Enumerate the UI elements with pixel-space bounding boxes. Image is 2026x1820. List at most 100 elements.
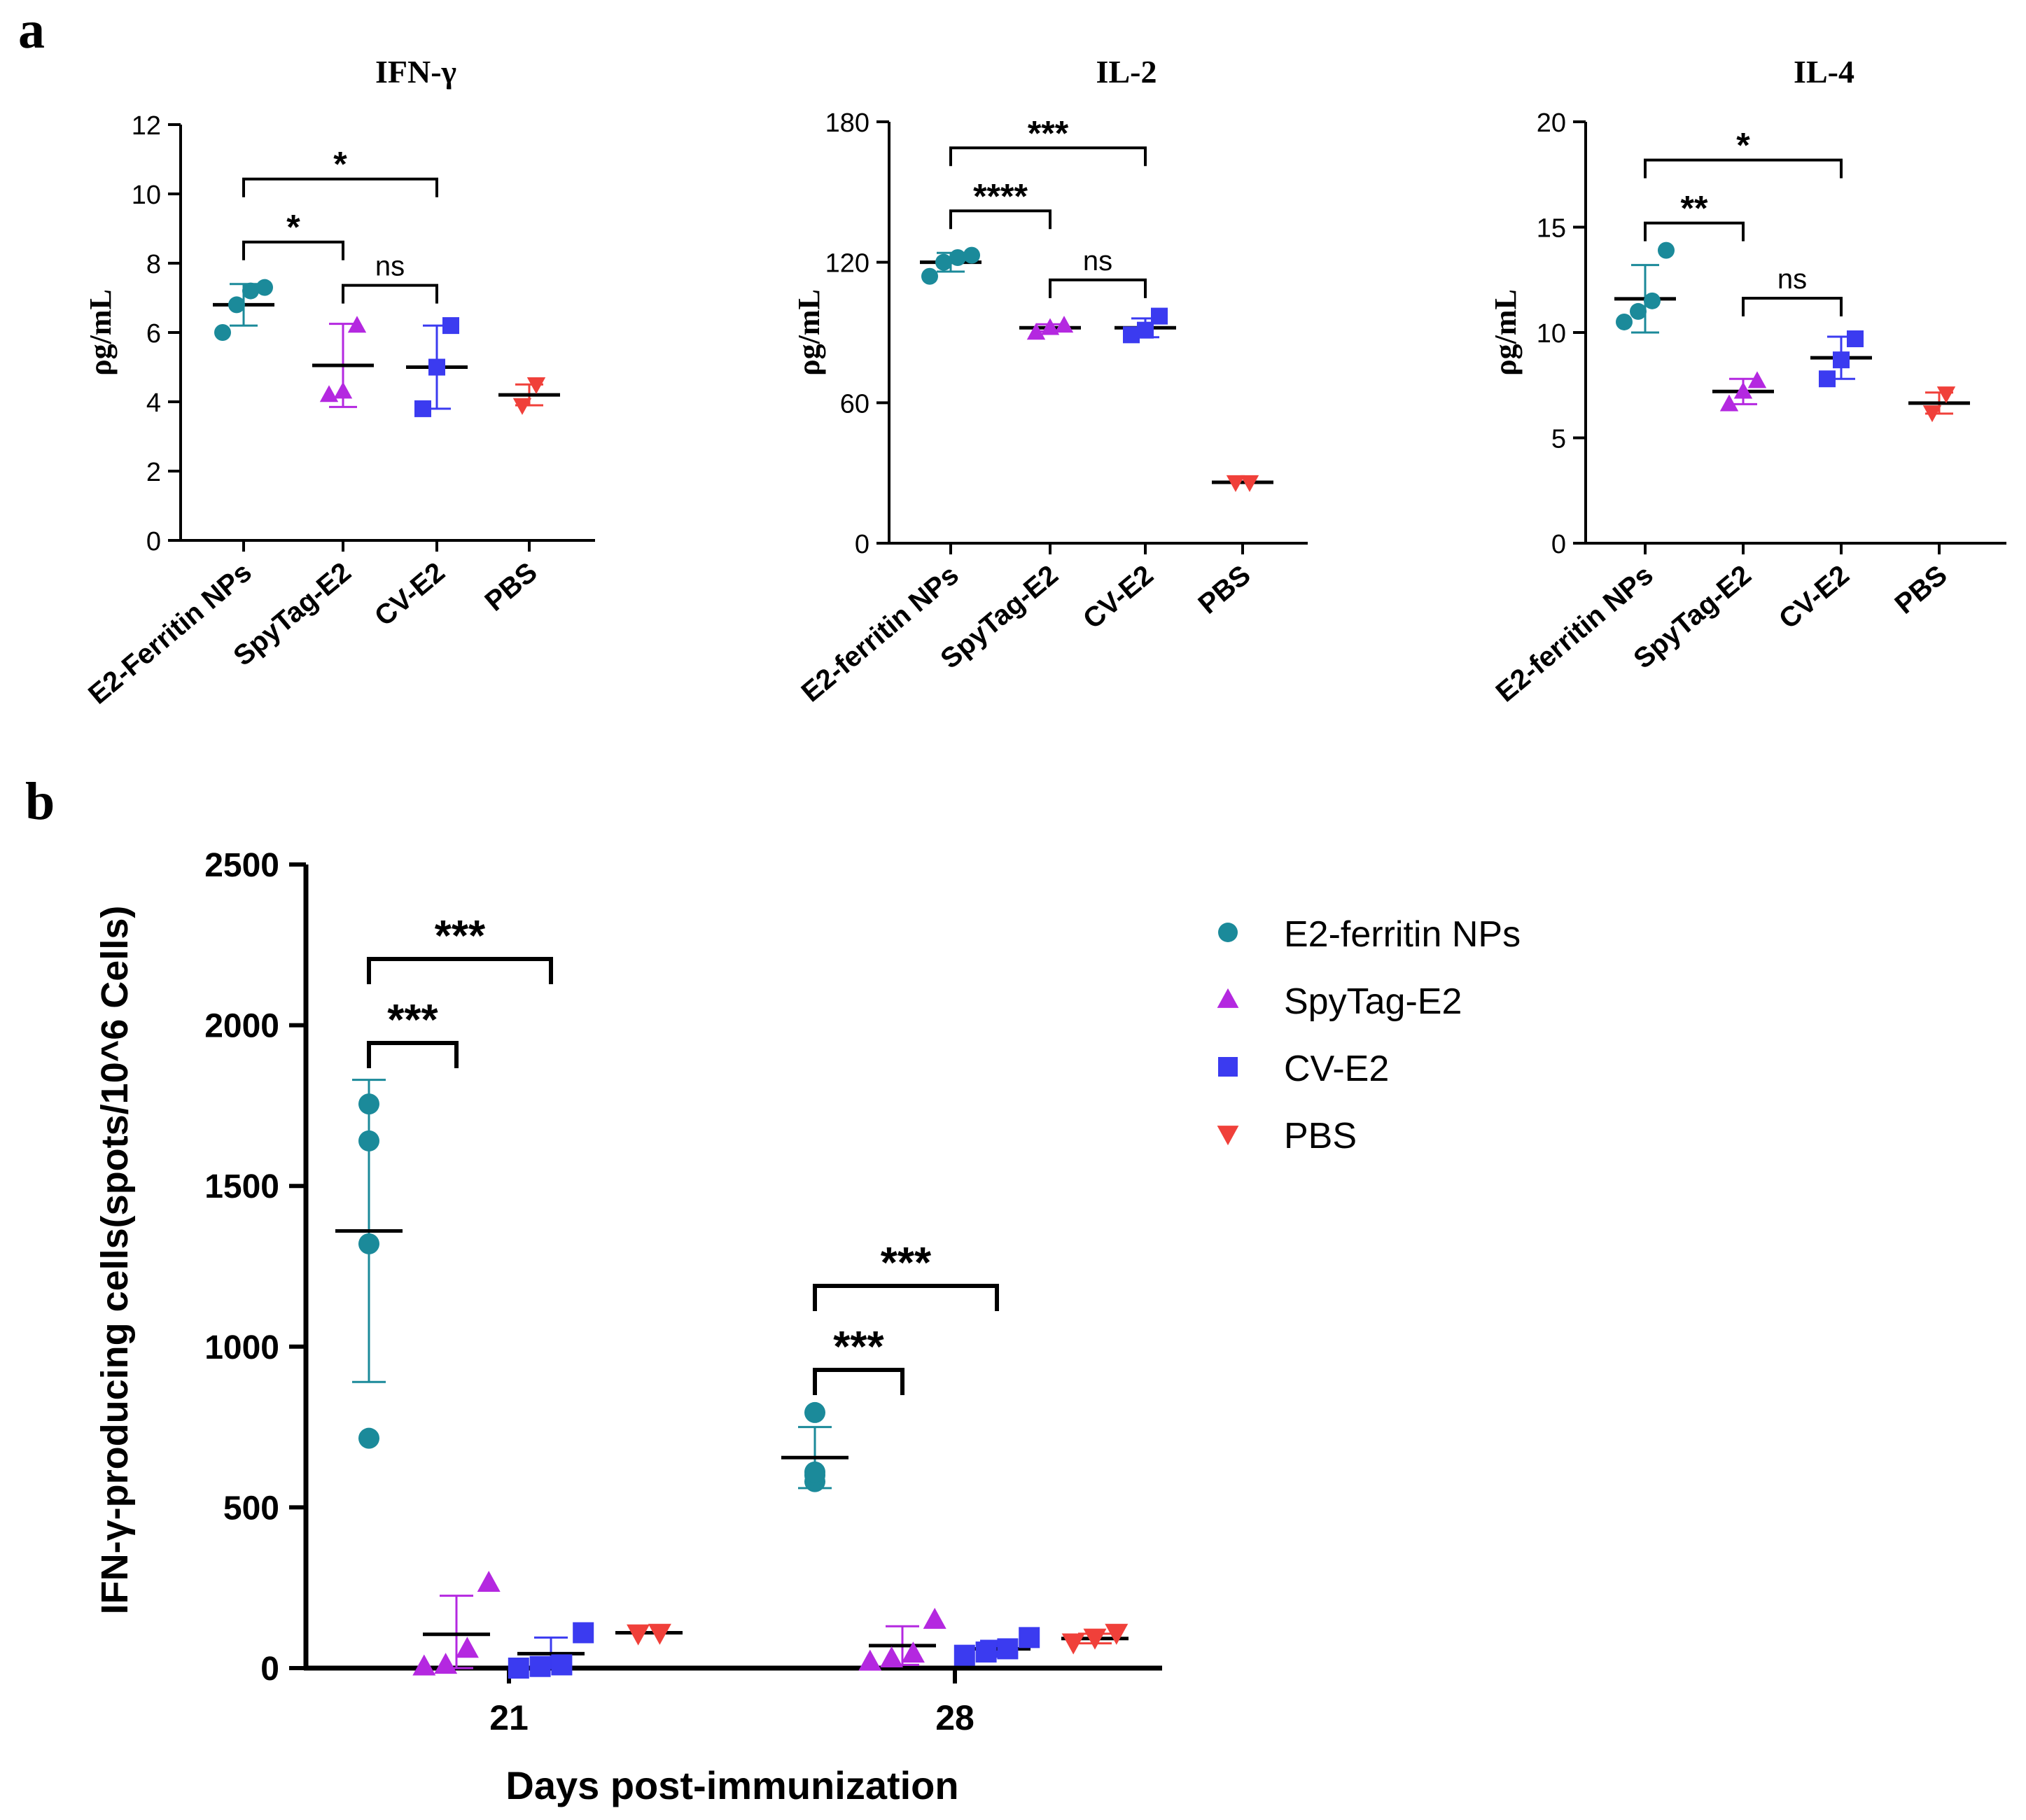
data-point — [1240, 475, 1259, 492]
y-axis-label: ρg/mL — [83, 289, 118, 376]
data-point — [1847, 330, 1864, 348]
category-label: PBS — [479, 556, 543, 617]
data-point — [1151, 307, 1168, 325]
data-point — [1019, 1627, 1040, 1648]
data-point — [627, 1624, 650, 1646]
data-point — [573, 1622, 594, 1644]
significance-bracket — [813, 1368, 904, 1395]
significance-bracket — [813, 1284, 999, 1311]
y-axis-label: ρg/mL — [792, 289, 826, 376]
legend-label: E2-ferritin NPs — [1284, 914, 1521, 955]
data-point — [975, 1642, 997, 1663]
chart-title: IFN-γ — [375, 54, 456, 90]
data-point — [953, 1644, 975, 1666]
data-point — [1719, 394, 1739, 412]
y-tick-label: 10 — [1537, 319, 1566, 349]
legend-marker — [1217, 988, 1239, 1008]
y-tick-label: 1000 — [204, 1329, 279, 1366]
category-label: E2-ferritin NPs — [1490, 559, 1659, 708]
data-point — [1105, 1623, 1129, 1645]
data-point — [1616, 313, 1633, 330]
x-axis-label: Days post-immunization — [505, 1763, 958, 1807]
significance-label: *** — [881, 1239, 932, 1287]
data-point — [963, 246, 980, 264]
significance-bracket — [1644, 221, 1745, 241]
data-point — [242, 282, 259, 300]
y-tick-label: 0 — [1551, 530, 1566, 559]
data-point — [1083, 1628, 1107, 1650]
data-point — [1819, 370, 1836, 388]
category-label: CV-E2 — [369, 556, 451, 632]
data-point — [949, 248, 966, 266]
data-point — [333, 382, 353, 399]
data-point — [529, 1656, 551, 1677]
significance-bracket — [1742, 297, 1843, 317]
y-tick-label: 0 — [260, 1651, 279, 1688]
data-point — [428, 358, 445, 376]
y-axis-label: ρg/mL — [1488, 289, 1523, 376]
y-tick-label: 120 — [825, 249, 869, 279]
significance-label: *** — [833, 1323, 884, 1371]
y-tick-label: 0 — [855, 530, 869, 559]
y-tick-label: 60 — [840, 389, 869, 419]
data-point — [997, 1638, 1019, 1660]
category-label: E2-Ferritin NPs — [83, 556, 258, 710]
chart-elispot: 0 500 1000 1500 2000 2500 21 28 Days post-immuni… — [94, 847, 1521, 1807]
significance-bracket — [949, 209, 1052, 230]
category-label: E2-ferritin NPs — [796, 559, 965, 708]
significance-label: *** — [435, 912, 486, 960]
legend-label: CV-E2 — [1284, 1049, 1389, 1089]
y-tick-label: 4 — [146, 388, 161, 418]
category-label: CV-E2 — [1077, 559, 1159, 635]
significance-label: *** — [387, 996, 438, 1044]
significance-label: ns — [1083, 246, 1112, 276]
significance-label: ns — [1777, 264, 1807, 295]
data-point — [347, 316, 367, 333]
y-tick-label: 8 — [146, 250, 161, 279]
legend-marker — [1217, 1126, 1239, 1146]
legend-marker — [1218, 1057, 1238, 1077]
x-tick-label: 21 — [489, 1698, 529, 1737]
data-point — [1226, 475, 1245, 492]
data-point — [1644, 292, 1661, 309]
data-point — [455, 1637, 479, 1658]
data-point — [508, 1658, 529, 1679]
data-point — [228, 296, 245, 314]
data-point — [358, 1427, 379, 1449]
legend-label: SpyTag-E2 — [1284, 981, 1462, 1022]
y-tick-label: 2000 — [204, 1008, 279, 1045]
data-point — [804, 1401, 825, 1423]
data-point — [414, 400, 431, 417]
y-tick-label: 20 — [1537, 108, 1566, 138]
y-tick-label: 180 — [825, 108, 869, 138]
data-point — [1630, 302, 1647, 320]
data-point — [1658, 241, 1675, 259]
data-point — [648, 1623, 671, 1645]
category-label: PBS — [1889, 559, 1952, 620]
data-point — [1922, 405, 1942, 423]
y-tick-label: 2500 — [204, 847, 279, 884]
data-point — [1936, 386, 1956, 404]
y-tick-label: 500 — [223, 1490, 279, 1527]
data-point — [512, 398, 532, 415]
significance-bracket — [1049, 278, 1147, 298]
y-tick-label: 15 — [1537, 214, 1566, 244]
chart-title: IL-2 — [1096, 54, 1157, 90]
data-point — [434, 1653, 458, 1674]
data-point — [1040, 318, 1060, 335]
data-point — [1054, 316, 1074, 333]
data-point — [412, 1654, 436, 1676]
significance-bracket — [367, 1041, 459, 1068]
data-point — [1137, 321, 1154, 339]
significance-bracket — [949, 146, 1147, 167]
data-point — [1747, 371, 1767, 388]
data-point — [551, 1654, 573, 1676]
data-point — [358, 1233, 379, 1254]
data-point — [256, 279, 273, 296]
data-point — [901, 1642, 925, 1663]
data-point — [921, 267, 938, 285]
data-point — [526, 377, 546, 395]
significance-label: *** — [1028, 113, 1069, 153]
